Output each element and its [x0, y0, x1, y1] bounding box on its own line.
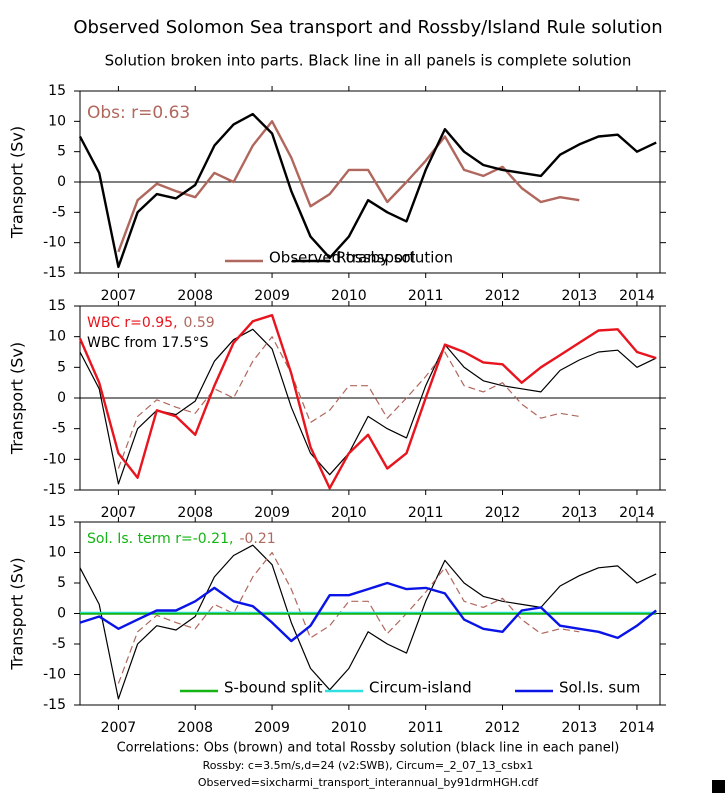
- x-tick-label: 2008: [177, 505, 213, 521]
- annotation-part: Sol. Is. term r=-0.21,: [87, 531, 233, 547]
- x-tick-label: 2010: [331, 720, 367, 736]
- x-tick-label: 2012: [485, 505, 521, 521]
- series-line: [117, 551, 580, 684]
- x-tick-label: 2013: [562, 720, 598, 736]
- x-tick-label: 2011: [408, 288, 444, 304]
- series-line: [78, 314, 657, 490]
- y-tick-label: 0: [57, 174, 66, 190]
- y-tick-label: 15: [48, 83, 66, 99]
- y-tick-label: 0: [57, 606, 66, 622]
- y-tick-label: 5: [57, 575, 66, 591]
- x-tick-label: 2014: [619, 505, 655, 521]
- annotation: WBC r=0.95, 0.59: [87, 315, 215, 331]
- x-tick-label: 2012: [485, 720, 521, 736]
- series-line: [79, 544, 657, 700]
- x-tick-label: 2008: [177, 288, 213, 304]
- legend-label: Rossby solution: [336, 249, 453, 267]
- x-tick-label: 2009: [254, 288, 290, 304]
- annotation-part: Obs: r=0.63: [87, 103, 190, 123]
- series-line: [117, 336, 580, 469]
- annotation-part: WBC from 17.5°S: [87, 335, 209, 351]
- x-tick-label: 2012: [485, 288, 521, 304]
- annotation: Sol. Is. term r=-0.21, -0.21: [87, 531, 276, 547]
- x-tick-label: 2010: [331, 505, 367, 521]
- x-tick-label: 2007: [101, 505, 137, 521]
- x-tick-label: 2014: [619, 288, 655, 304]
- x-tick-label: 2008: [177, 720, 213, 736]
- y-tick-label: 15: [48, 514, 66, 530]
- y-tick-label: 15: [48, 298, 66, 314]
- x-tick-label: 2013: [562, 288, 598, 304]
- x-tick-label: 2007: [101, 288, 137, 304]
- corner-marker: [712, 780, 725, 793]
- x-tick-label: 2011: [408, 505, 444, 521]
- annotation-part: -0.21: [239, 531, 275, 547]
- footer-line: Rossby: c=3.5m/s,d=24 (v2:SWB), Circum=_…: [203, 759, 534, 772]
- series-line: [78, 112, 657, 269]
- x-tick-label: 2011: [408, 720, 444, 736]
- footer-line: Correlations: Obs (brown) and total Ross…: [117, 741, 620, 756]
- y-tick-label: 10: [48, 113, 66, 129]
- y-tick-label: -15: [43, 697, 66, 713]
- annotation: Obs: r=0.63: [87, 103, 190, 123]
- y-tick-label: 10: [48, 545, 66, 561]
- y-tick-label: -15: [43, 482, 66, 498]
- x-tick-label: 2010: [331, 288, 367, 304]
- x-tick-label: 2014: [619, 720, 655, 736]
- legend-label: Circum-island: [369, 679, 472, 697]
- y-tick-label: 5: [57, 359, 66, 375]
- y-tick-label: -5: [52, 421, 66, 437]
- footer-line: Observed=sixcharmi_transport_interannual…: [198, 776, 539, 789]
- y-tick-label: -10: [43, 235, 66, 251]
- legend-label: S-bound split: [224, 679, 323, 697]
- y-tick-label: -10: [43, 451, 66, 467]
- subtitle: Solution broken into parts. Black line i…: [105, 52, 632, 70]
- annotation-part: WBC r=0.95,: [87, 315, 178, 331]
- y-tick-label: 0: [57, 390, 66, 406]
- y-tick-label: -10: [43, 667, 66, 683]
- x-tick-label: 2009: [254, 720, 290, 736]
- annotation: WBC from 17.5°S: [87, 335, 209, 351]
- y-tick-label: 5: [57, 144, 66, 160]
- y-axis-title: Transport (Sv): [8, 342, 27, 455]
- y-tick-label: -5: [52, 636, 66, 652]
- x-tick-label: 2009: [254, 505, 290, 521]
- legend-label: Sol.Is. sum: [559, 679, 640, 697]
- y-axis-title: Transport (Sv): [8, 126, 27, 239]
- series-line: [79, 328, 657, 485]
- x-tick-label: 2013: [562, 505, 598, 521]
- y-tick-label: -5: [52, 204, 66, 220]
- y-tick-label: -15: [43, 265, 66, 281]
- y-axis-title: Transport (Sv): [8, 557, 27, 670]
- title: Observed Solomon Sea transport and Rossb…: [73, 17, 662, 38]
- series-line: [117, 120, 580, 253]
- series-line: [79, 581, 657, 643]
- y-tick-label: 10: [48, 329, 66, 345]
- x-tick-label: 2007: [101, 720, 137, 736]
- annotation-part: 0.59: [184, 315, 215, 331]
